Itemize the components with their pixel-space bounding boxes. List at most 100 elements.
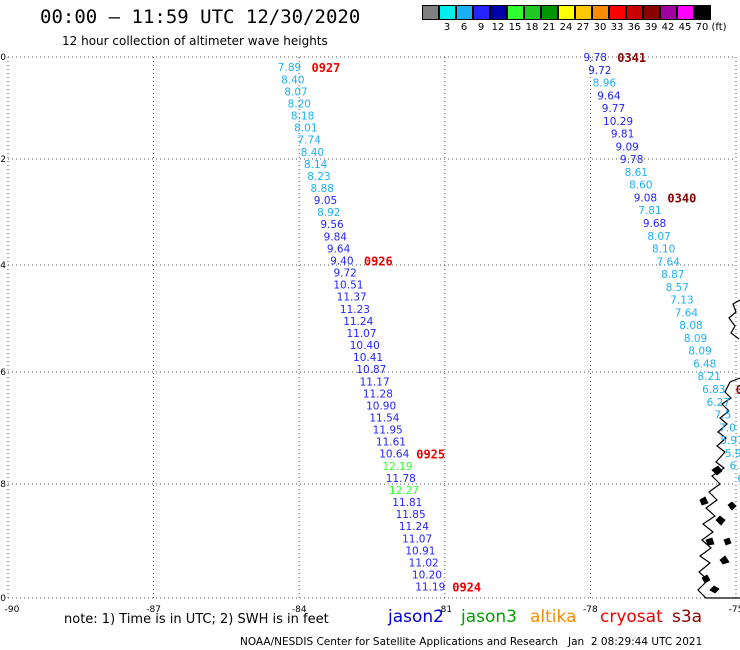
colorbar-swatch — [524, 5, 541, 20]
wave-height-value: 8.07 — [284, 86, 307, 98]
wave-height-value: 11.24 — [399, 521, 429, 533]
wave-height-value: 9.84 — [324, 231, 348, 243]
legend-jason3: jason3 — [461, 607, 517, 627]
wave-height-value: 8.21 — [698, 371, 721, 383]
wave-height-value: 8.23 — [307, 171, 330, 183]
wave-height-value: 10.29 — [603, 116, 633, 128]
colorbar-swatch — [541, 5, 558, 20]
colorbar-label: 33 — [610, 22, 624, 33]
wave-height-value: 6.27 — [707, 397, 730, 409]
wave-height-value: 9.72 — [333, 268, 356, 280]
wave-height-value: 8.09 — [688, 346, 711, 358]
colorbar-label: 70 — [695, 22, 709, 33]
lat-label: -50 — [0, 594, 6, 604]
wave-height-value: 9.68 — [643, 218, 666, 230]
wave-height-value: 11.81 — [392, 497, 422, 509]
wave-height-value: 11.07 — [346, 328, 376, 340]
colorbar-swatch — [558, 5, 575, 20]
time-label: 03 — [736, 383, 740, 397]
lon-label: -84 — [292, 605, 307, 615]
colorbar-swatch — [609, 5, 626, 20]
wave-height-value: 8.07 — [647, 231, 670, 243]
time-label: 0925 — [416, 448, 445, 462]
time-label: 0340 — [667, 191, 696, 205]
legend-altika: altika — [530, 607, 577, 627]
colorbar-swatch — [422, 5, 439, 20]
colorbar-label: 24 — [559, 22, 573, 33]
colorbar-label: 39 — [644, 22, 658, 33]
wave-height-value: 11.24 — [343, 316, 373, 328]
legend-s3a: s3a — [672, 607, 703, 627]
lat-label: -42 — [0, 155, 6, 165]
wave-height-value: 9.81 — [611, 129, 634, 141]
wave-height-value: 6.83 — [702, 384, 725, 396]
wave-height-value: 7.13 — [670, 295, 693, 307]
lon-label: -87 — [146, 605, 161, 615]
time-label: 0927 — [311, 61, 340, 75]
wave-height-value: 9.09 — [615, 141, 638, 153]
colorbar-label: 45 — [678, 22, 692, 33]
wave-height-value: 8.61 — [625, 167, 648, 179]
colorbar-label: 21 — [542, 22, 556, 33]
colorbar-label: 9 — [477, 22, 485, 33]
wave-height-value: 9.78 — [620, 154, 643, 166]
lat-label: -48 — [0, 480, 6, 490]
wave-height-value: 5.97 — [720, 435, 740, 447]
wave-height-value: 11.85 — [396, 509, 426, 521]
wave-height-value: 11.37 — [337, 292, 367, 304]
wave-height-value: 10.64 — [379, 449, 409, 461]
wave-height-value: 10.20 — [412, 570, 442, 582]
colorbar-swatch — [660, 5, 677, 20]
lon-label: -78 — [583, 605, 598, 615]
wave-height-value: 11.28 — [363, 388, 393, 400]
lon-label: -81 — [437, 605, 452, 615]
colorbar-label: 6 — [460, 22, 468, 33]
colorbar-label: 30 — [593, 22, 607, 33]
wave-height-value: 9.08 — [634, 192, 657, 204]
legend-cryosat: cryosat — [600, 607, 663, 627]
colorbar-swatch — [677, 5, 694, 20]
wave-height-value: 8.88 — [311, 183, 334, 195]
lat-label: -40 — [0, 53, 6, 63]
wave-height-value: 7.89 — [278, 62, 301, 74]
colorbar-label: 18 — [525, 22, 539, 33]
colorbar-swatch — [592, 5, 609, 20]
colorbar-swatch — [473, 5, 490, 20]
colorbar-label: 36 — [627, 22, 641, 33]
lon-label: -75 — [729, 605, 740, 615]
time-label: 0924 — [452, 581, 481, 595]
colorbar-swatch — [456, 5, 473, 20]
credit-line: NOAA/NESDIS Center for Satellite Applica… — [240, 636, 703, 648]
wave-height-value: 7.5 — [715, 410, 732, 422]
wave-height-colorbar: 3 6 9 12 15 18 21 24 27 30 33 36 39 42 45 70 (ft) — [422, 5, 730, 33]
legend-jason2: jason2 — [388, 607, 444, 627]
wave-height-value: 8.87 — [661, 269, 684, 281]
wave-height-value: 10.40 — [350, 340, 380, 352]
wave-height-value: 12.27 — [389, 485, 419, 497]
wave-height-value: 11.07 — [402, 533, 432, 545]
wave-height-value: 8.40 — [281, 74, 304, 86]
wave-height-value: 8.60 — [629, 180, 652, 192]
wave-height-value: 7.0 — [719, 422, 736, 434]
wave-height-value: 6.56 — [729, 461, 740, 473]
lat-label: -46 — [0, 368, 6, 378]
colorbar-swatch — [507, 5, 524, 20]
time-label: 0341 — [617, 51, 646, 65]
wave-height-value: 7.74 — [297, 135, 321, 147]
colorbar-label: 27 — [576, 22, 590, 33]
wave-height-value: 8.10 — [652, 244, 675, 256]
colorbar-swatch — [626, 5, 643, 20]
wave-height-value: 8.96 — [593, 78, 617, 90]
wave-height-value: 8.09 — [684, 333, 707, 345]
wave-height-value: 8.20 — [288, 98, 311, 110]
colorbar-swatch — [575, 5, 592, 20]
wave-height-value: 11.19 — [415, 582, 445, 594]
lat-label: -44 — [0, 261, 6, 271]
wave-height-value: 10.90 — [366, 400, 396, 412]
wave-height-value: 9.72 — [588, 65, 611, 77]
wave-height-value: 11.17 — [360, 376, 390, 388]
wave-height-value: 8.57 — [666, 282, 689, 294]
wave-height-value: 11.23 — [340, 304, 370, 316]
coastline — [697, 299, 740, 599]
